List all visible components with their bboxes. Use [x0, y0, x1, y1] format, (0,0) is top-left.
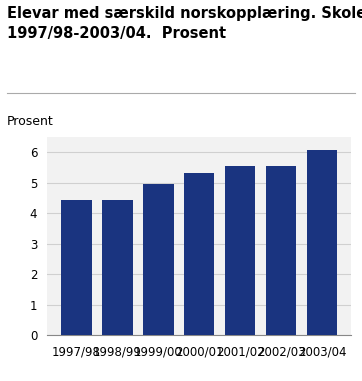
- Bar: [143, 184, 173, 335]
- Text: Elevar med særskild norskopplæring. Skoleåra
1997/98-2003/04.  Prosent: Elevar med særskild norskopplæring. Skol…: [7, 4, 362, 41]
- Bar: [61, 200, 92, 335]
- Bar: [266, 166, 296, 335]
- Bar: [307, 150, 337, 335]
- Bar: [102, 200, 132, 335]
- Bar: [225, 166, 256, 335]
- Text: Prosent: Prosent: [7, 115, 54, 128]
- Bar: [184, 173, 214, 335]
